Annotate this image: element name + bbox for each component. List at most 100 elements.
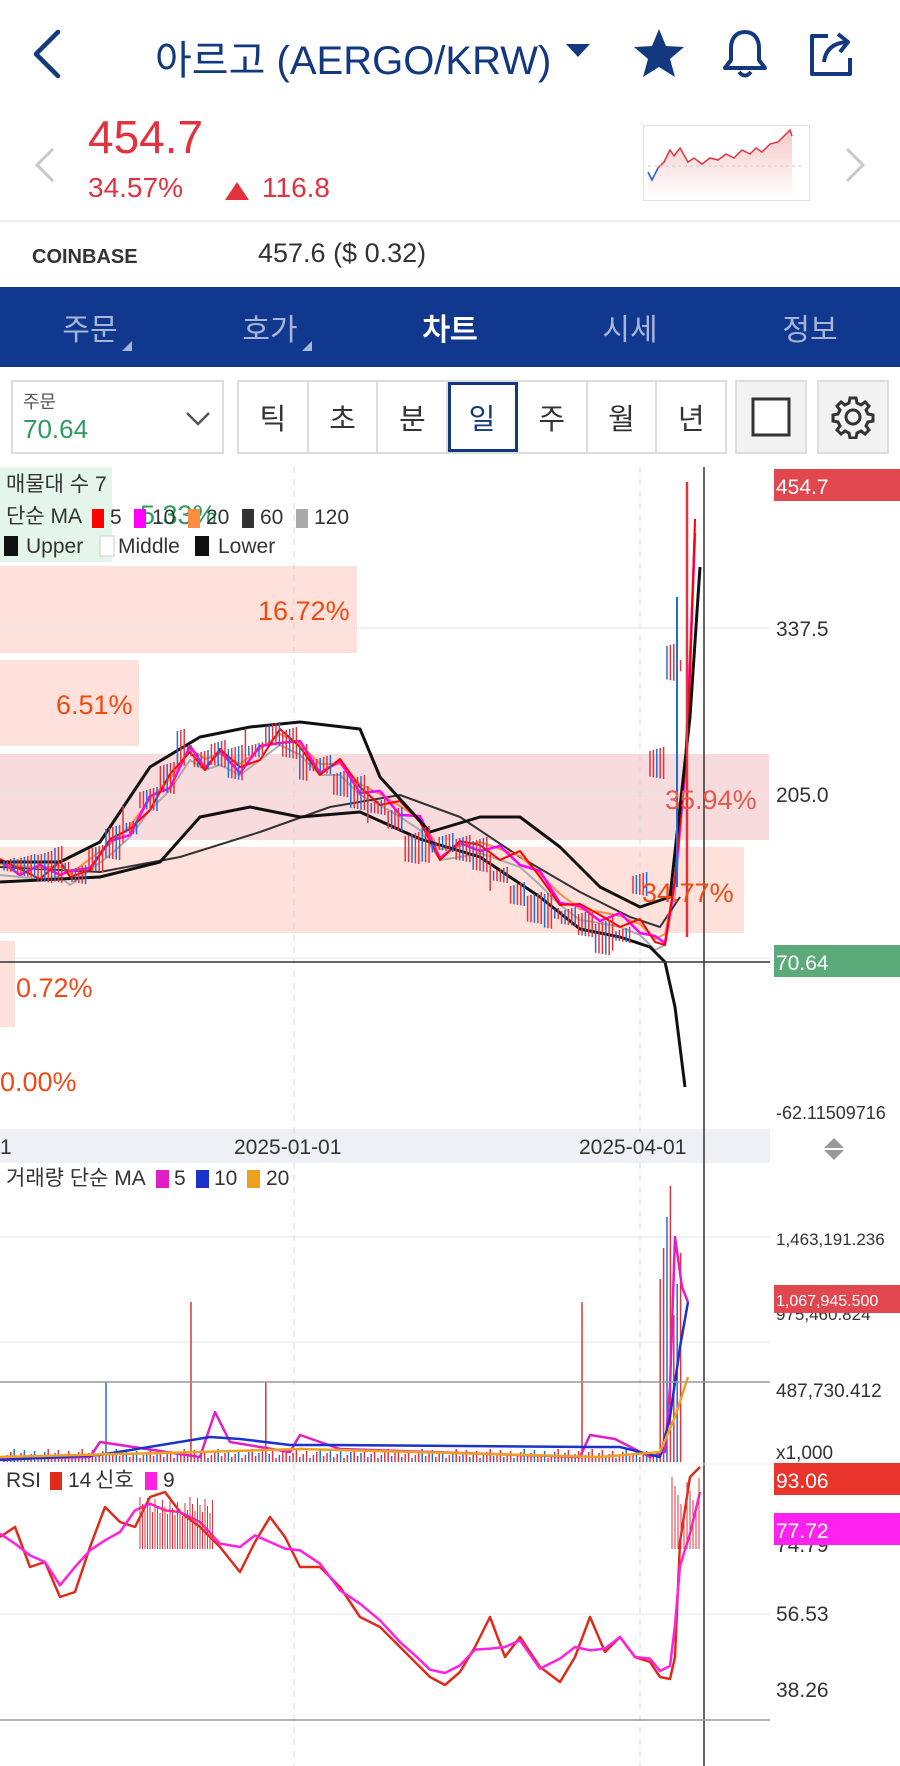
chevron-down-icon <box>186 412 210 426</box>
ma-period: 10 <box>152 506 175 529</box>
tab-order[interactable]: 주문 <box>0 287 180 367</box>
rsi-axis-label: 56.53 <box>776 1603 829 1626</box>
date-label: 1 <box>0 1136 12 1159</box>
legend-bb-upper: Upper <box>26 535 83 558</box>
rsi-series <box>0 1466 702 1687</box>
svg-text:5: 5 <box>174 1167 186 1190</box>
gear-icon <box>831 396 875 439</box>
volume-axis-label: 487,730.412 <box>776 1381 882 1402</box>
ma-period: 20 <box>206 506 229 529</box>
corner-mark-icon <box>122 341 132 351</box>
ma-swatch <box>242 509 254 528</box>
legend-bb-lower: Lower <box>218 535 275 558</box>
change-value: 116.8 <box>262 172 330 203</box>
layout-button[interactable] <box>735 380 807 454</box>
tab-orderbook[interactable]: 호가 <box>180 287 360 367</box>
date-label: 2025-01-01 <box>234 1136 341 1159</box>
chart-area[interactable]: 매물대 수 7 5.33% 단순 MA 5 10 20 60 120 Upper Mid… <box>0 467 900 1766</box>
period-tick[interactable]: 틱 <box>239 382 309 452</box>
page-title[interactable]: 아르고 (AERGO/KRW) <box>155 39 552 83</box>
change-percent: 34.57% <box>88 172 183 203</box>
share-icon[interactable] <box>804 26 860 82</box>
square-icon <box>751 397 791 437</box>
back-chevron-icon[interactable] <box>28 26 68 82</box>
ma-swatch <box>92 509 104 528</box>
divider <box>0 220 900 222</box>
order-select[interactable]: 주문 70.64 <box>11 380 224 454</box>
ma60-line <box>0 794 681 928</box>
profile-label: 0.72% <box>16 973 93 1003</box>
current-price-tag <box>774 469 900 501</box>
tab-chart[interactable]: 차트 <box>422 314 478 347</box>
profile-bar <box>0 660 139 746</box>
price-series <box>0 482 702 1088</box>
price-axis-label: 337.5 <box>776 618 829 641</box>
up-triangle-icon <box>225 182 249 200</box>
next-arrow-icon[interactable] <box>843 145 867 185</box>
scroll-handle-icon[interactable] <box>824 1138 844 1160</box>
period-week[interactable]: 주 <box>517 382 588 452</box>
order-select-value: 70.64 <box>23 414 89 444</box>
svg-text:14: 14 <box>68 1469 92 1492</box>
ma-swatch <box>188 509 200 528</box>
period-minute[interactable]: 분 <box>378 382 449 452</box>
svg-text:신호: 신호 <box>95 1469 134 1492</box>
ma-period: 5 <box>110 506 122 529</box>
rsi-tag <box>774 1463 900 1495</box>
rsi-legend: RSI <box>6 1469 41 1492</box>
ma-swatch <box>296 509 308 528</box>
tab-market[interactable]: 시세 <box>602 314 658 347</box>
mini-chart[interactable] <box>643 125 810 201</box>
volume-profile <box>0 566 769 1027</box>
period-month[interactable]: 월 <box>587 382 658 452</box>
settings-button[interactable] <box>817 380 889 454</box>
bb-upper-line <box>0 566 702 909</box>
profile-bar <box>0 941 15 1027</box>
exchange-name: COINBASE <box>32 246 138 268</box>
volume-series <box>0 1186 690 1462</box>
volume-axis-label: 1,463,191.236 <box>776 1230 885 1249</box>
ma-legend: 5 10 20 60 120 <box>92 506 349 529</box>
svg-text:93.06: 93.06 <box>776 1470 829 1493</box>
bb-lower-line <box>0 805 687 1088</box>
price-axis-label: 205.0 <box>776 784 829 807</box>
volume-unit: x1,000 <box>776 1443 833 1464</box>
profile-label: 16.72% <box>258 596 350 626</box>
svg-text:454.7: 454.7 <box>776 476 829 499</box>
prev-arrow-icon[interactable] <box>33 145 57 185</box>
volume-legend: 거래량 단순 MA <box>6 1167 146 1190</box>
tab-info[interactable]: 정보 <box>782 314 838 347</box>
star-icon[interactable] <box>631 26 687 82</box>
period-day[interactable]: 일 <box>448 382 518 452</box>
rsi-signal-line <box>0 1491 702 1675</box>
period-second[interactable]: 초 <box>308 382 379 452</box>
period-year[interactable]: 년 <box>657 382 726 452</box>
overlay-percent: 5.33% <box>140 500 217 530</box>
exchange-price: 457.6 ($ 0.32) <box>258 238 427 268</box>
volume-ma20-line <box>0 1376 690 1459</box>
svg-text:77.72: 77.72 <box>776 1520 829 1543</box>
bell-icon[interactable] <box>717 26 773 82</box>
ma-period: 60 <box>260 506 283 529</box>
svg-text:9: 9 <box>163 1469 175 1492</box>
rsi-axis-label: 38.26 <box>776 1679 829 1702</box>
crosshair-price-tag <box>774 945 900 977</box>
date-label: 2025-04-01 <box>579 1136 686 1159</box>
profile-bar <box>0 847 744 933</box>
tab-bar: 주문 호가 차트 시세 정보 <box>0 287 900 367</box>
ma-period: 120 <box>314 506 349 529</box>
svg-text:1,067,945.500: 1,067,945.500 <box>776 1293 878 1310</box>
svg-text:10: 10 <box>214 1167 237 1190</box>
legend-volume-profile: 매물대 수 7 <box>6 473 107 496</box>
corner-mark-icon <box>302 341 312 351</box>
dropdown-caret-icon[interactable] <box>566 44 590 57</box>
volume-current-tag <box>774 1285 900 1313</box>
legend-ma: 단순 MA <box>6 505 82 528</box>
volume-ma10-line <box>0 1301 690 1462</box>
profile-label: 6.51% <box>56 690 133 720</box>
rsi-signal-tag <box>774 1513 900 1545</box>
profile-label: 35.94% <box>665 785 757 815</box>
profile-label: 0.00% <box>0 1067 77 1097</box>
order-select-label: 주문 <box>23 392 57 412</box>
svg-text:20: 20 <box>266 1167 289 1190</box>
